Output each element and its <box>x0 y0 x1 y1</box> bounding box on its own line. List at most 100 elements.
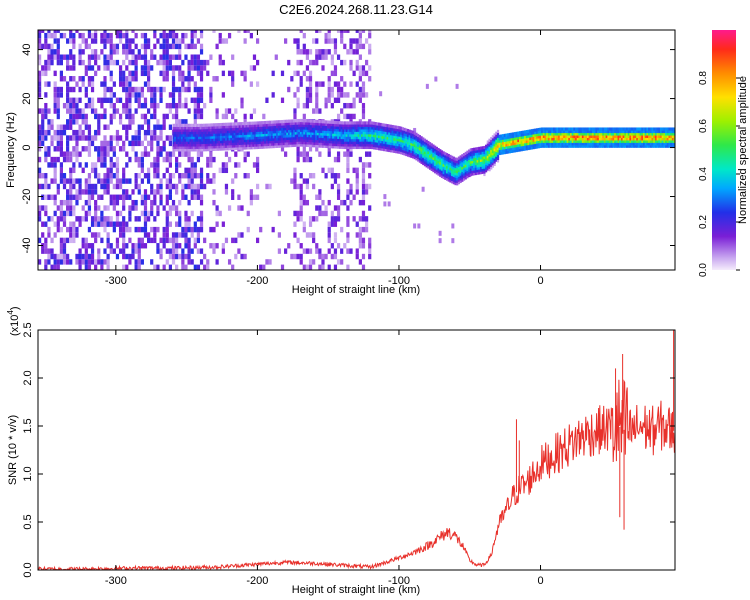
heatmap-cell <box>296 138 299 142</box>
heatmap-cell <box>286 144 289 148</box>
heatmap-cell <box>434 162 437 166</box>
heatmap-cell <box>179 148 182 152</box>
heatmap-cell <box>612 137 615 141</box>
heatmap-cell <box>349 65 353 71</box>
heatmap-cell <box>302 43 306 50</box>
heatmap-cell <box>597 134 600 139</box>
heatmap-cell <box>140 70 144 77</box>
heatmap-cell <box>653 139 656 143</box>
heatmap-cell <box>208 133 211 137</box>
heatmap-cell <box>454 169 457 173</box>
heatmap-cell <box>362 133 365 137</box>
heatmap-cell <box>69 232 73 238</box>
heatmap-cell <box>204 128 207 132</box>
heatmap-cell <box>299 126 303 130</box>
heatmap-cell <box>420 148 423 152</box>
heatmap-cell <box>118 135 123 141</box>
heatmap-cell <box>165 54 169 60</box>
heatmap-cell <box>134 108 138 114</box>
heatmap-cell <box>38 86 42 93</box>
heatmap-cell <box>50 43 54 50</box>
heatmap-cell <box>75 232 79 238</box>
heatmap-cell <box>328 123 331 127</box>
heatmap-cell <box>569 144 573 148</box>
heatmap-cell <box>247 141 250 145</box>
heatmap-cell <box>413 153 416 157</box>
heatmap-cell <box>78 97 82 103</box>
heatmap-cell <box>311 131 314 136</box>
heatmap-cell <box>140 113 144 120</box>
heatmap-cell <box>171 76 176 82</box>
heatmap-cell <box>333 221 338 227</box>
heatmap-cell <box>332 125 335 129</box>
heatmap-cell <box>503 138 506 142</box>
heatmap-cell <box>209 135 213 139</box>
heatmap-cell <box>358 237 362 244</box>
heatmap-cell <box>90 81 95 87</box>
heatmap-cell <box>260 128 264 132</box>
heatmap-cell <box>187 216 191 222</box>
heatmap-cell <box>186 138 189 142</box>
heatmap-cell <box>165 70 169 77</box>
heatmap-cell <box>264 120 267 125</box>
heatmap-cell <box>296 253 300 260</box>
heatmap-cell <box>128 237 132 244</box>
heatmap-cell <box>410 132 413 136</box>
heatmap-cell <box>192 148 196 152</box>
heatmap-cell <box>122 248 126 254</box>
heatmap-cell <box>420 150 423 155</box>
heatmap-cell <box>237 205 241 211</box>
heatmap-cell <box>109 49 113 55</box>
heatmap-cell <box>196 136 199 140</box>
heatmap-cell <box>369 136 372 140</box>
heatmap-cell <box>340 143 343 147</box>
heatmap-cell <box>87 146 92 152</box>
heatmap-cell <box>221 167 225 174</box>
heatmap-cell <box>442 161 445 165</box>
heatmap-cell <box>673 129 675 134</box>
heatmap-cell <box>381 123 384 127</box>
heatmap-cell <box>199 178 204 184</box>
heatmap-cell <box>359 136 362 140</box>
heatmap-cell <box>193 264 197 270</box>
heatmap-cell <box>355 38 359 44</box>
heatmap-cell <box>593 129 596 134</box>
heatmap-cell <box>473 167 476 171</box>
heatmap-cell <box>383 128 386 132</box>
heatmap-cell <box>473 150 476 154</box>
heatmap-cell <box>228 125 231 129</box>
heatmap-cell <box>184 76 188 82</box>
heatmap-cell <box>242 131 245 136</box>
heatmap-cell <box>247 131 250 135</box>
heatmap-cell <box>355 128 359 132</box>
heatmap-cell <box>496 142 500 146</box>
heatmap-cell <box>118 221 123 227</box>
heatmap-cell <box>651 139 654 143</box>
heatmap-cell <box>38 259 42 265</box>
heatmap-cell <box>563 129 566 134</box>
heatmap-cell <box>437 152 440 157</box>
heatmap-cell <box>547 129 551 134</box>
heatmap-cell <box>456 162 459 166</box>
heatmap-cell <box>128 259 132 265</box>
heatmap-cell <box>90 76 95 82</box>
heatmap-cell <box>122 70 126 77</box>
heatmap-cell <box>359 133 362 137</box>
heatmap-cell <box>214 128 218 132</box>
heatmap-cell <box>479 161 483 165</box>
heatmap-cell <box>277 129 280 134</box>
heatmap-cell <box>137 259 141 265</box>
heatmap-cell <box>175 123 179 127</box>
heatmap-cell <box>340 38 344 44</box>
heatmap-cell <box>666 132 669 136</box>
y-tick-label: 40 <box>21 43 33 55</box>
heatmap-cell <box>137 189 141 195</box>
heatmap-cell <box>306 138 309 143</box>
heatmap-cell <box>179 143 182 147</box>
heatmap-cell <box>153 156 157 163</box>
heatmap-cell <box>558 127 561 131</box>
heatmap-cell <box>637 144 641 148</box>
heatmap-cell <box>140 151 144 157</box>
heatmap-cell <box>428 164 432 168</box>
heatmap-cell <box>568 132 571 136</box>
